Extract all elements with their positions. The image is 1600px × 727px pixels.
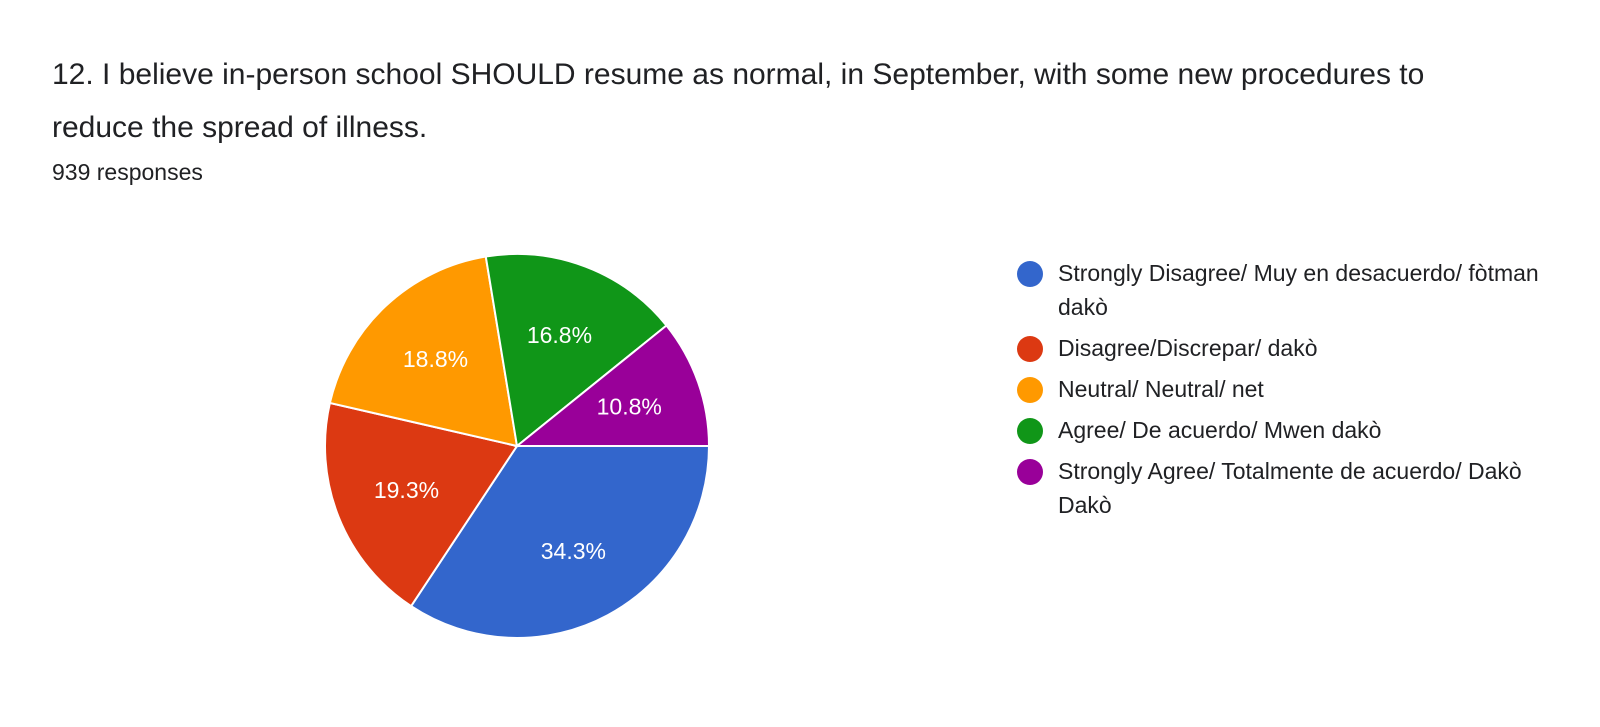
legend-item-agree[interactable]: Agree/ De acuerdo/ Mwen dakò — [1017, 413, 1557, 447]
pie-slice-label-disagree: 19.3% — [374, 477, 439, 503]
legend-swatch — [1017, 418, 1043, 444]
pie-slice-label-strongly-disagree: 34.3% — [541, 538, 606, 564]
legend-item-strongly-disagree[interactable]: Strongly Disagree/ Muy en desacuerdo/ fò… — [1017, 256, 1557, 324]
legend-swatch — [1017, 261, 1043, 287]
legend-label: Agree/ De acuerdo/ Mwen dakò — [1058, 417, 1382, 443]
pie-slice-label-neutral: 18.8% — [403, 346, 468, 372]
chart-legend: Strongly Disagree/ Muy en desacuerdo/ fò… — [1017, 256, 1557, 529]
legend-label: Strongly Agree/ Totalmente de acuerdo/ D… — [1058, 458, 1522, 518]
pie-chart: 34.3% 19.3% 18.8% 16.8% 10.8% — [324, 253, 711, 639]
pie-slice-agree[interactable] — [484, 253, 668, 448]
legend-item-neutral[interactable]: Neutral/ Neutral/ net — [1017, 372, 1557, 406]
legend-item-disagree[interactable]: Disagree/Discrepar/ dakò — [1017, 331, 1557, 365]
question-title: 12. I believe in-person school SHOULD re… — [52, 58, 1425, 144]
pie-slice-disagree[interactable] — [324, 401, 519, 608]
legend-label: Disagree/Discrepar/ dakò — [1058, 335, 1318, 361]
pie-slice-label-strongly-agree: 10.8% — [597, 393, 662, 419]
legend-label: Strongly Disagree/ Muy en desacuerdo/ fò… — [1058, 260, 1539, 320]
pie-slice-neutral[interactable] — [328, 255, 519, 448]
pie-slice-strongly-agree[interactable] — [514, 324, 711, 447]
legend-swatch — [1017, 336, 1043, 362]
legend-swatch — [1017, 459, 1043, 485]
legend-item-strongly-agree[interactable]: Strongly Agree/ Totalmente de acuerdo/ D… — [1017, 454, 1557, 522]
legend-swatch — [1017, 377, 1043, 403]
pie-slice-label-agree: 16.8% — [527, 322, 592, 348]
response-count: 939 responses — [52, 159, 203, 185]
legend-label: Neutral/ Neutral/ net — [1058, 376, 1264, 402]
